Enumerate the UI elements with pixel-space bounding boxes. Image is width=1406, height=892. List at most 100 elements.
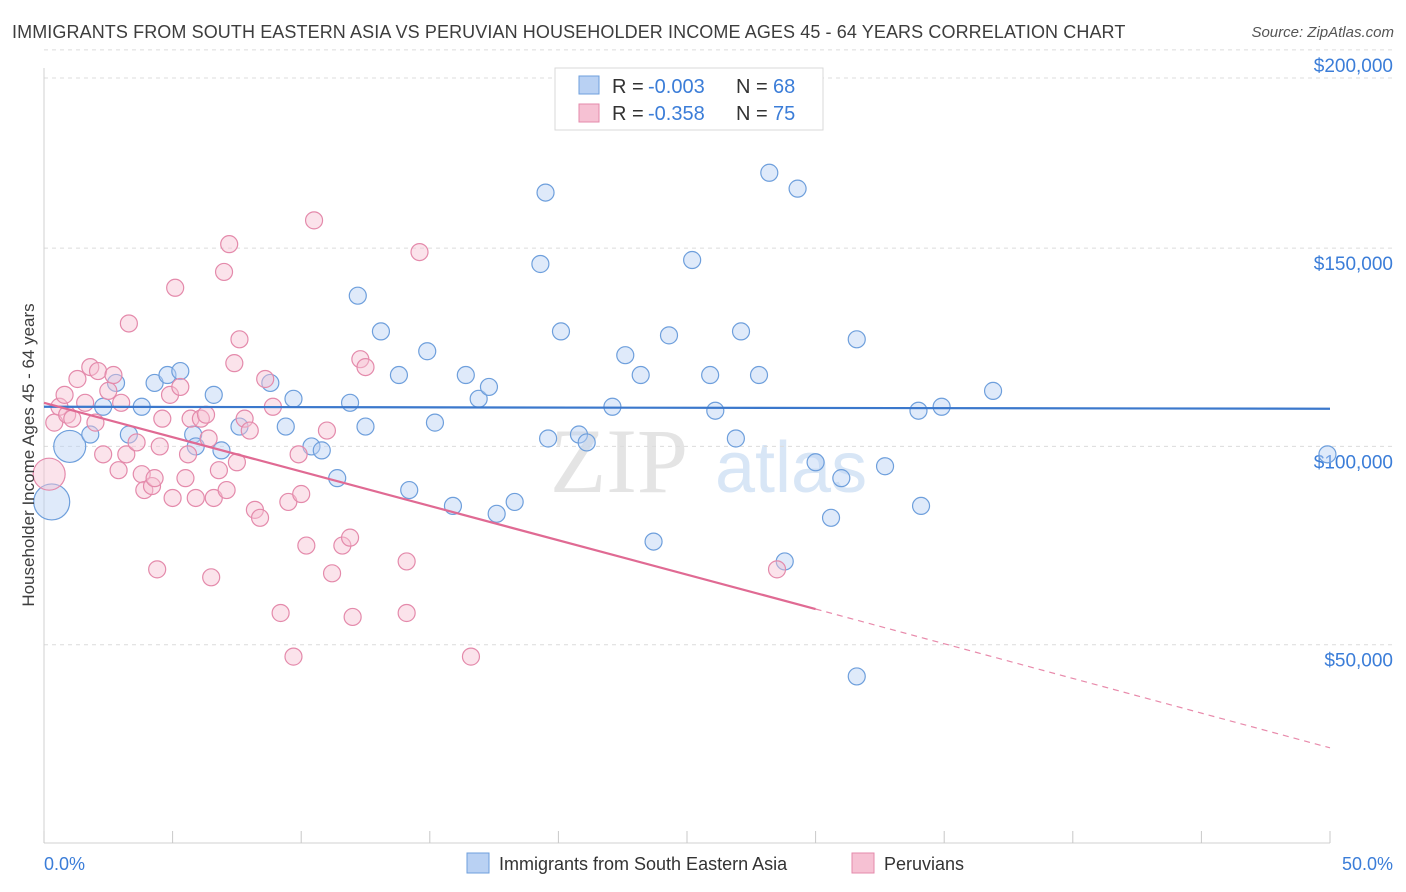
point-immigrants xyxy=(847,330,866,349)
trend-line-immigrants xyxy=(43,405,1331,410)
point-peruvians xyxy=(153,409,172,428)
point-peruvians xyxy=(88,361,108,381)
point-immigrants xyxy=(371,322,391,341)
stats-legend-blue-swatch xyxy=(578,75,600,95)
point-peruvians xyxy=(304,211,324,230)
point-peruvians xyxy=(340,528,360,547)
point-peruvians xyxy=(119,314,138,333)
point-immigrants xyxy=(577,433,596,452)
point-peruvians xyxy=(317,421,337,440)
stats-n-value-1: 75 xyxy=(773,103,795,125)
point-peruvians xyxy=(55,385,74,404)
point-peruvians xyxy=(397,603,416,623)
point-peruvians xyxy=(99,381,118,400)
point-peruvians xyxy=(240,421,259,440)
point-immigrants xyxy=(701,365,720,385)
point-immigrants xyxy=(731,322,751,341)
legend-label-immigrants: Immigrants from South Eastern Asia xyxy=(499,854,788,874)
point-peruvians xyxy=(322,564,342,583)
point-immigrants xyxy=(531,254,550,274)
point-immigrants xyxy=(33,483,71,521)
point-peruvians xyxy=(32,457,66,491)
point-peruvians xyxy=(343,607,362,627)
point-immigrants xyxy=(539,429,558,448)
trend-line-peruvians-extension xyxy=(815,608,1331,749)
point-immigrants xyxy=(821,508,841,527)
point-immigrants xyxy=(616,346,635,365)
stats-r-value-1: -0.358 xyxy=(648,103,705,125)
point-peruvians xyxy=(171,377,190,397)
point-immigrants xyxy=(1318,445,1337,464)
point-immigrants xyxy=(983,381,1003,400)
point-peruvians xyxy=(271,603,290,623)
point-immigrants xyxy=(400,480,419,500)
point-peruvians xyxy=(410,242,429,262)
chart-title: IMMIGRANTS FROM SOUTH EASTERN ASIA VS PE… xyxy=(12,22,1126,42)
point-peruvians xyxy=(68,369,87,389)
point-peruvians xyxy=(176,469,195,488)
legend-swatch-peruvians xyxy=(851,852,875,874)
point-immigrants xyxy=(456,365,475,385)
x-ticks xyxy=(43,831,1331,843)
point-immigrants xyxy=(631,365,650,385)
point-peruvians xyxy=(145,469,164,488)
point-immigrants xyxy=(832,469,851,488)
point-peruvians xyxy=(150,437,169,456)
stats-legend: R = -0.003 N = 68 R = -0.358 N = 75 xyxy=(554,67,824,131)
stats-r-value-0: -0.003 xyxy=(648,76,705,98)
source-label: Source: ZipAtlas.com xyxy=(1251,24,1394,41)
point-immigrants xyxy=(479,377,499,397)
point-immigrants xyxy=(81,425,100,444)
trend-line-peruvians xyxy=(43,401,816,611)
point-peruvians xyxy=(256,369,275,389)
point-immigrants xyxy=(788,179,807,198)
point-peruvians xyxy=(289,445,308,464)
trend-lines xyxy=(43,401,1331,749)
point-peruvians xyxy=(297,536,316,555)
point-peruvians xyxy=(112,393,131,412)
point-immigrants xyxy=(328,469,347,488)
point-immigrants xyxy=(348,286,367,305)
point-peruvians xyxy=(235,409,254,428)
point-immigrants xyxy=(204,385,223,404)
y-tick-label: $200,000 xyxy=(1314,56,1393,77)
point-immigrants xyxy=(418,342,437,361)
point-peruvians xyxy=(186,488,205,508)
watermark-atlas: atlas xyxy=(715,428,867,508)
y-axis-label: Householder Income Ages 45 - 64 years xyxy=(19,303,38,606)
x-tick-label-min: 0.0% xyxy=(44,854,85,874)
y-tick-label: $100,000 xyxy=(1314,452,1393,473)
point-peruvians xyxy=(225,354,244,373)
point-immigrants xyxy=(749,365,769,385)
point-peruvians xyxy=(284,647,303,666)
point-peruvians xyxy=(178,445,198,464)
point-peruvians xyxy=(250,508,270,527)
point-immigrants xyxy=(847,667,866,686)
stats-legend-box xyxy=(554,67,824,131)
point-peruvians xyxy=(220,235,239,254)
point-peruvians xyxy=(127,433,146,452)
y-tick-labels: $200,000 $150,000 $100,000 $50,000 xyxy=(1314,56,1393,672)
y-tick-label: $150,000 xyxy=(1314,254,1393,275)
point-peruvians xyxy=(214,262,234,282)
x-tick-label-max: 50.0% xyxy=(1342,854,1393,874)
legend-label-peruvians: Peruvians xyxy=(884,854,964,874)
point-immigrants xyxy=(389,365,409,385)
stats-r-label-0: R = xyxy=(612,76,644,98)
point-immigrants xyxy=(276,417,295,436)
point-immigrants xyxy=(683,250,702,270)
point-peruvians xyxy=(461,647,481,666)
point-immigrants xyxy=(932,397,951,416)
point-peruvians xyxy=(117,445,136,464)
stats-legend-pink-swatch xyxy=(578,103,600,123)
point-immigrants xyxy=(726,429,745,448)
point-peruvians xyxy=(148,560,167,579)
point-peruvians xyxy=(230,330,249,349)
point-peruvians xyxy=(217,480,236,500)
watermark-zip: ZIP xyxy=(550,410,688,512)
point-immigrants xyxy=(644,532,663,551)
point-immigrants xyxy=(171,361,190,381)
legend-swatch-immigrants xyxy=(466,852,490,874)
point-peruvians xyxy=(94,445,113,464)
